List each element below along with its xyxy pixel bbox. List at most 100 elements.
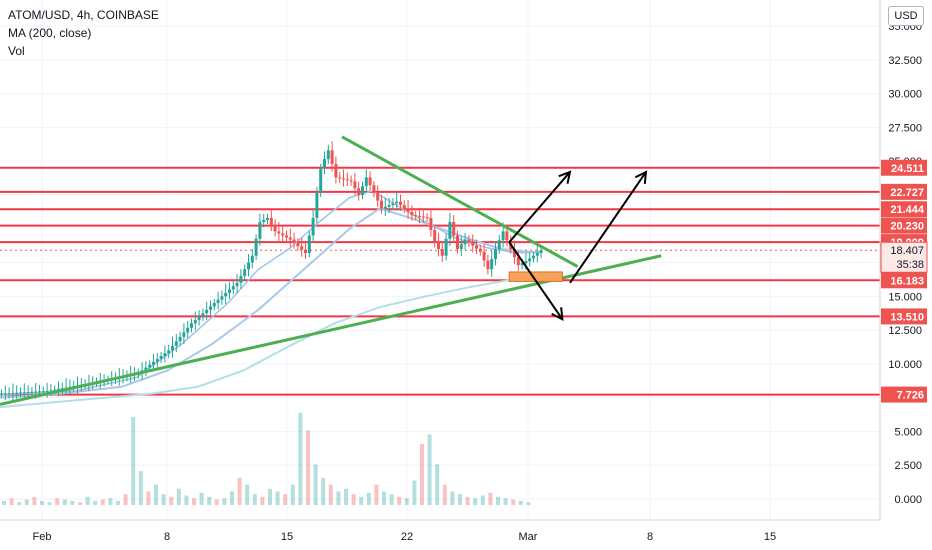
candle-body <box>524 261 528 264</box>
volume-bar <box>260 496 265 505</box>
volume-bar <box>138 471 143 505</box>
candle-body <box>296 242 300 247</box>
volume-bar <box>47 502 52 505</box>
chart-legend: ATOM/USD, 4h, COINBASE MA (200, close) V… <box>8 6 159 60</box>
x-tick-label: 8 <box>164 531 170 543</box>
candle-body <box>292 239 296 243</box>
candle-body <box>532 255 535 259</box>
y-tick-label: 30.000 <box>888 89 922 101</box>
candle-body <box>22 392 26 394</box>
price-axis[interactable]: 0.0002.5005.0007.50010.00012.50015.00017… <box>879 0 928 520</box>
candle-body <box>216 299 220 304</box>
resistance-trendline <box>341 135 579 268</box>
candle-body <box>399 201 402 206</box>
candle-body <box>167 350 171 354</box>
candle-body <box>501 231 505 241</box>
volume-bar <box>237 477 242 505</box>
candle-body <box>300 246 304 250</box>
candle-body <box>197 316 201 320</box>
level-price-label: 24.511 <box>891 163 924 175</box>
candle-body <box>334 163 338 178</box>
volume-bar <box>116 500 120 505</box>
volume-bar <box>199 492 204 505</box>
volume-bar <box>306 430 310 505</box>
current-price-label: 18.407 <box>890 245 924 257</box>
level-price-label: 20.230 <box>890 221 924 233</box>
candle-body <box>444 238 448 256</box>
volume-indicator-label[interactable]: Vol <box>8 44 25 58</box>
candle-body <box>516 257 520 266</box>
y-tick-label: 27.500 <box>888 122 922 134</box>
symbol-title[interactable]: ATOM/USD, 4h, COINBASE <box>8 8 159 22</box>
ma-indicator-label[interactable]: MA (200, close) <box>8 26 92 40</box>
candle-body <box>323 159 326 168</box>
candle-body <box>0 393 3 395</box>
candle-body <box>281 233 285 236</box>
candle-body <box>421 216 425 218</box>
candle-body <box>429 217 433 231</box>
candle-body <box>319 167 323 193</box>
candle-body <box>410 211 414 216</box>
time-axis[interactable]: Feb 8 15 22 Mar 8 15 <box>0 519 880 543</box>
trend-drawings[interactable] <box>0 135 662 406</box>
projection-arrow <box>508 171 571 243</box>
x-tick-label: 15 <box>764 531 776 543</box>
candle-body <box>463 239 467 245</box>
candle-body <box>258 221 262 239</box>
currency-button[interactable]: USD <box>888 6 924 26</box>
volume-bar <box>404 498 409 505</box>
candle-body <box>53 389 57 391</box>
volume-bar <box>245 484 250 505</box>
candle-body <box>475 245 478 249</box>
volume-bar <box>108 498 113 505</box>
volume-bar <box>252 494 257 505</box>
projection-arrow-head <box>634 170 648 184</box>
candle-body <box>368 177 372 186</box>
x-tick-label: 22 <box>401 531 413 543</box>
candle-body <box>304 249 307 254</box>
volume-bar <box>465 496 470 505</box>
horizontal-levels[interactable] <box>0 166 880 396</box>
candle-body <box>307 235 311 254</box>
y-tick-label: 5.000 <box>894 426 922 438</box>
candle-body <box>26 392 30 394</box>
level-price-label: 7.726 <box>896 390 924 402</box>
candle-body <box>212 303 216 307</box>
candle-body <box>269 217 273 225</box>
volume-bar <box>359 496 364 505</box>
volume-bar <box>40 500 44 505</box>
candle-body <box>395 201 399 204</box>
volume-bar <box>389 494 394 505</box>
candle-body <box>330 150 334 164</box>
candle-body <box>148 364 152 368</box>
grid <box>0 0 880 520</box>
candle-body <box>273 224 277 232</box>
projection-arrow <box>508 241 564 320</box>
candle-body <box>326 150 330 160</box>
candle-body <box>152 361 155 365</box>
candle-body <box>456 235 459 249</box>
candle-body <box>247 262 250 270</box>
volume-bar <box>511 499 516 505</box>
candle-body <box>250 255 254 263</box>
volume-bars <box>2 412 531 505</box>
candle-body <box>30 391 34 393</box>
candle-body <box>349 180 353 182</box>
volume-bar <box>374 484 379 505</box>
volume-bar <box>503 498 508 505</box>
candle-body <box>277 231 281 234</box>
volume-bar <box>473 498 478 505</box>
candle-body <box>285 235 288 238</box>
level-price-label: 13.510 <box>890 311 924 323</box>
candle-body <box>440 248 444 256</box>
candle-body <box>391 203 395 206</box>
candle-body <box>254 238 258 256</box>
candle-body <box>201 313 205 317</box>
volume-bar <box>146 491 151 505</box>
candle-body <box>144 367 148 371</box>
candle-body <box>418 215 421 217</box>
candle-body <box>364 177 368 187</box>
volume-bar <box>313 464 318 505</box>
candle-body <box>535 253 539 256</box>
